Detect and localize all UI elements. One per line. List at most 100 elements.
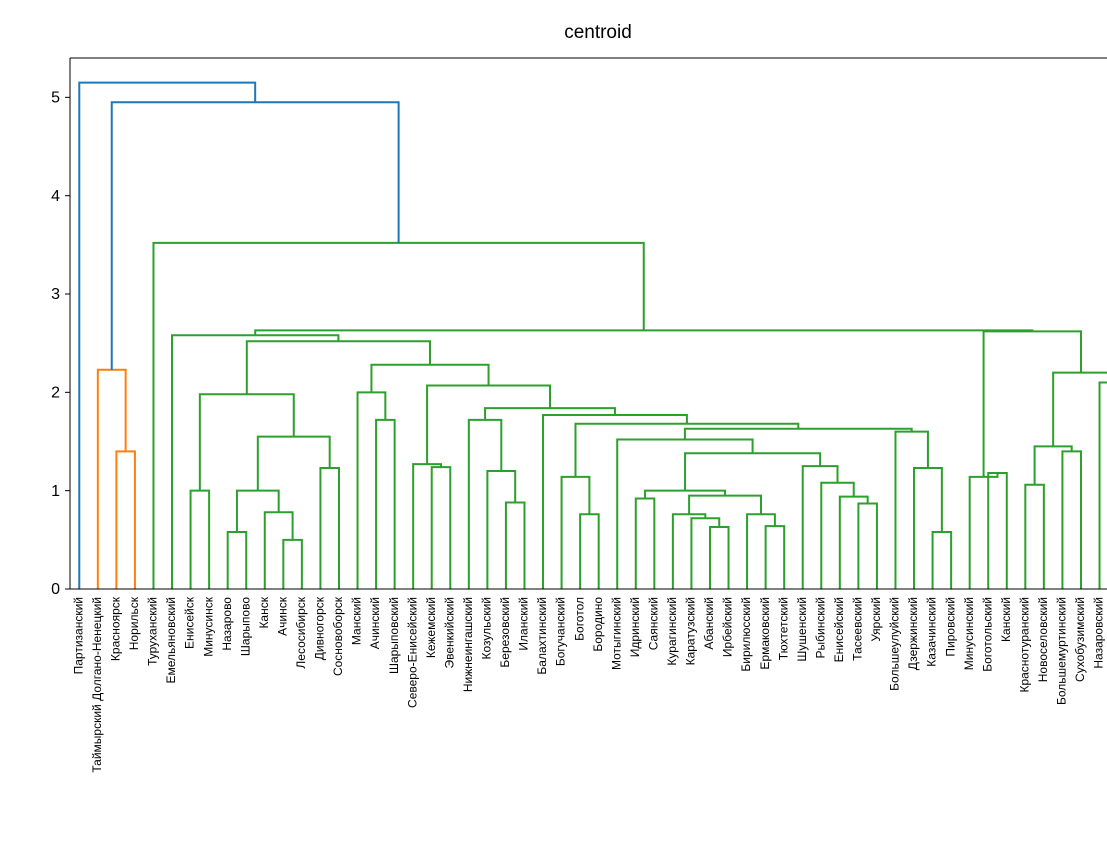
dendrogram-link [484, 407, 616, 420]
dendrogram-link [226, 530, 248, 589]
dendrogram-link [189, 489, 211, 589]
dendrogram-link [96, 368, 127, 589]
dendrogram-link [894, 430, 929, 589]
dendrogram-link [857, 502, 878, 589]
dendrogram-link [574, 422, 800, 477]
leaf-label: Рыбинский [813, 597, 827, 659]
dendrogram-link [115, 450, 136, 589]
leaf-label: Дивногорск [313, 596, 327, 660]
leaf-label: Нижнеингашский [461, 597, 475, 692]
dendrogram-link [256, 435, 331, 491]
dendrogram-link [560, 475, 591, 589]
leaf-label: Шарыпово [238, 597, 252, 656]
dendrogram-link [356, 391, 387, 589]
y-tick-label: 1 [51, 483, 60, 500]
dendrogram-link [708, 526, 730, 589]
leaf-label: Тюхтетский [776, 597, 790, 660]
leaf-label: Козульский [480, 597, 494, 660]
dendrogram-link [644, 489, 727, 499]
y-tick-label: 2 [51, 385, 60, 402]
leaf-label: Мотыгинский [609, 597, 623, 670]
dendrogram-link [486, 470, 517, 589]
dendrogram-link [254, 329, 1034, 336]
leaf-label: Ачинск [275, 596, 289, 636]
dendrogram-link [78, 81, 257, 589]
dendrogram-link [152, 241, 645, 589]
leaf-label: Красноярск [109, 596, 123, 661]
dendrogram-link [319, 467, 340, 589]
leaf-label: Туруханский [146, 597, 160, 666]
dendrogram-link [1052, 371, 1107, 447]
leaf-label: Тасеевский [851, 597, 865, 661]
dendrogram-link [1061, 450, 1082, 589]
y-tick-label: 3 [51, 286, 60, 303]
dendrogram-link [426, 384, 552, 465]
dendrogram-link [968, 472, 999, 589]
leaf-label: Манский [350, 597, 364, 645]
leaf-label: Кежемский [424, 597, 438, 658]
dendrogram-link [1024, 483, 1045, 589]
leaf-label: Шушенский [795, 597, 809, 662]
leaf-label: Ачинский [368, 597, 382, 649]
dendrogram-link [412, 463, 442, 589]
leaf-label: Норильск [127, 596, 141, 650]
leaf-label: Ирбейский [721, 597, 735, 657]
leaf-label: Ермаковский [758, 597, 772, 670]
leaf-label: Большемуртинский [1055, 597, 1069, 705]
y-tick-label: 4 [51, 188, 60, 205]
dendrogram-link [245, 340, 431, 395]
leaf-label: Енисейский [832, 597, 846, 662]
leaf-label: Партизанский [71, 597, 85, 674]
dendrogram-link [171, 334, 340, 589]
dendrogram-link [746, 513, 776, 589]
dendrogram-link [282, 538, 303, 589]
leaf-label: Минусинск [201, 596, 215, 657]
dendrogram-link [801, 465, 839, 589]
leaf-label: Саянский [646, 597, 660, 650]
leaf-label: Канск [257, 596, 271, 628]
dendrogram-link [688, 494, 762, 515]
leaf-label: Канский [999, 597, 1013, 642]
dendrogram-link [1033, 445, 1073, 485]
leaf-label: Боготольский [980, 597, 994, 672]
dendrogram-link [467, 418, 503, 589]
leaf-label: Сосновоборск [331, 596, 345, 676]
dendrogram-link [987, 471, 1008, 589]
leaf-label: Иланский [517, 597, 531, 651]
chart-title: centroid [564, 22, 632, 43]
leaf-label: Уярский [869, 597, 883, 642]
leaf-label: Дзержинский [906, 597, 920, 670]
dendrogram-link [838, 495, 869, 589]
leaf-label: Абанский [702, 597, 716, 650]
y-tick-label: 0 [51, 581, 60, 598]
dendrogram-link [671, 513, 707, 589]
leaf-label: Бирилюсский [739, 597, 753, 672]
y-tick-label: 5 [51, 90, 60, 107]
dendrogram-link [198, 393, 295, 491]
leaf-label: Идринский [628, 597, 642, 657]
leaf-label: Бородино [591, 597, 605, 652]
dendrogram-link [375, 418, 396, 589]
leaf-label: Минусинский [962, 597, 976, 670]
dendrogram-link [764, 525, 786, 589]
leaf-label: Енисейск [183, 596, 197, 649]
leaf-label: Каратузский [684, 597, 698, 665]
dendrogram-link [1098, 381, 1107, 589]
dendrogram-link [370, 363, 490, 393]
dendrogram-link [430, 466, 452, 589]
dendrogram-link [684, 452, 822, 491]
dendrogram-link [982, 330, 1082, 477]
dendrogram-link [579, 513, 600, 589]
leaf-label: Назарово [220, 597, 234, 651]
leaf-label: Эвенкийский [442, 597, 456, 668]
leaf-label: Большеулуйский [888, 597, 902, 691]
leaf-label: Пировский [943, 597, 957, 657]
leaf-label: Шарыповский [387, 597, 401, 674]
leaf-label: Назаровский [1092, 597, 1106, 669]
dendrogram-link [931, 530, 953, 589]
leaf-label: Лесосибирск [294, 596, 308, 668]
leaf-label: Краснотуранский [1017, 597, 1031, 693]
leaf-label: Балахтинский [535, 597, 549, 675]
